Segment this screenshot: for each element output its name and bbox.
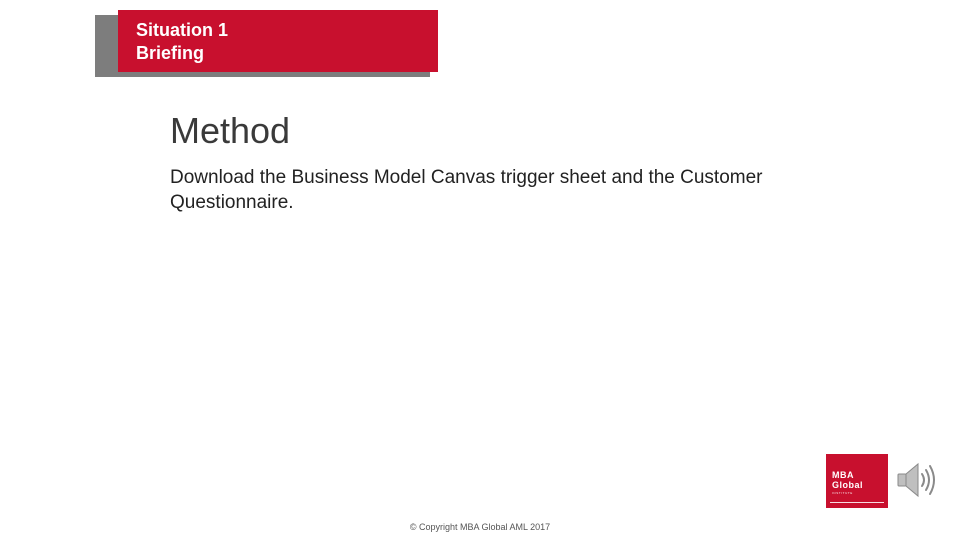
situation-tab: Situation 1 Briefing xyxy=(118,10,438,72)
copyright-footer: © Copyright MBA Global AML 2017 xyxy=(0,522,960,532)
slide-body: Download the Business Model Canvas trigg… xyxy=(170,166,810,215)
logo-rule xyxy=(830,502,884,503)
tab-line-2: Briefing xyxy=(136,42,420,65)
tab-line-1: Situation 1 xyxy=(136,19,420,42)
slide: Situation 1 Briefing Method Download the… xyxy=(0,0,960,540)
mba-global-logo: MBA Global INSTITUTE xyxy=(826,454,888,508)
logo-text-sub: INSTITUTE xyxy=(832,491,882,495)
audio-speaker-icon[interactable] xyxy=(896,460,942,500)
slide-title: Method xyxy=(170,110,810,152)
logo-text-main: MBA Global xyxy=(832,470,882,490)
content-area: Method Download the Business Model Canva… xyxy=(170,110,810,215)
